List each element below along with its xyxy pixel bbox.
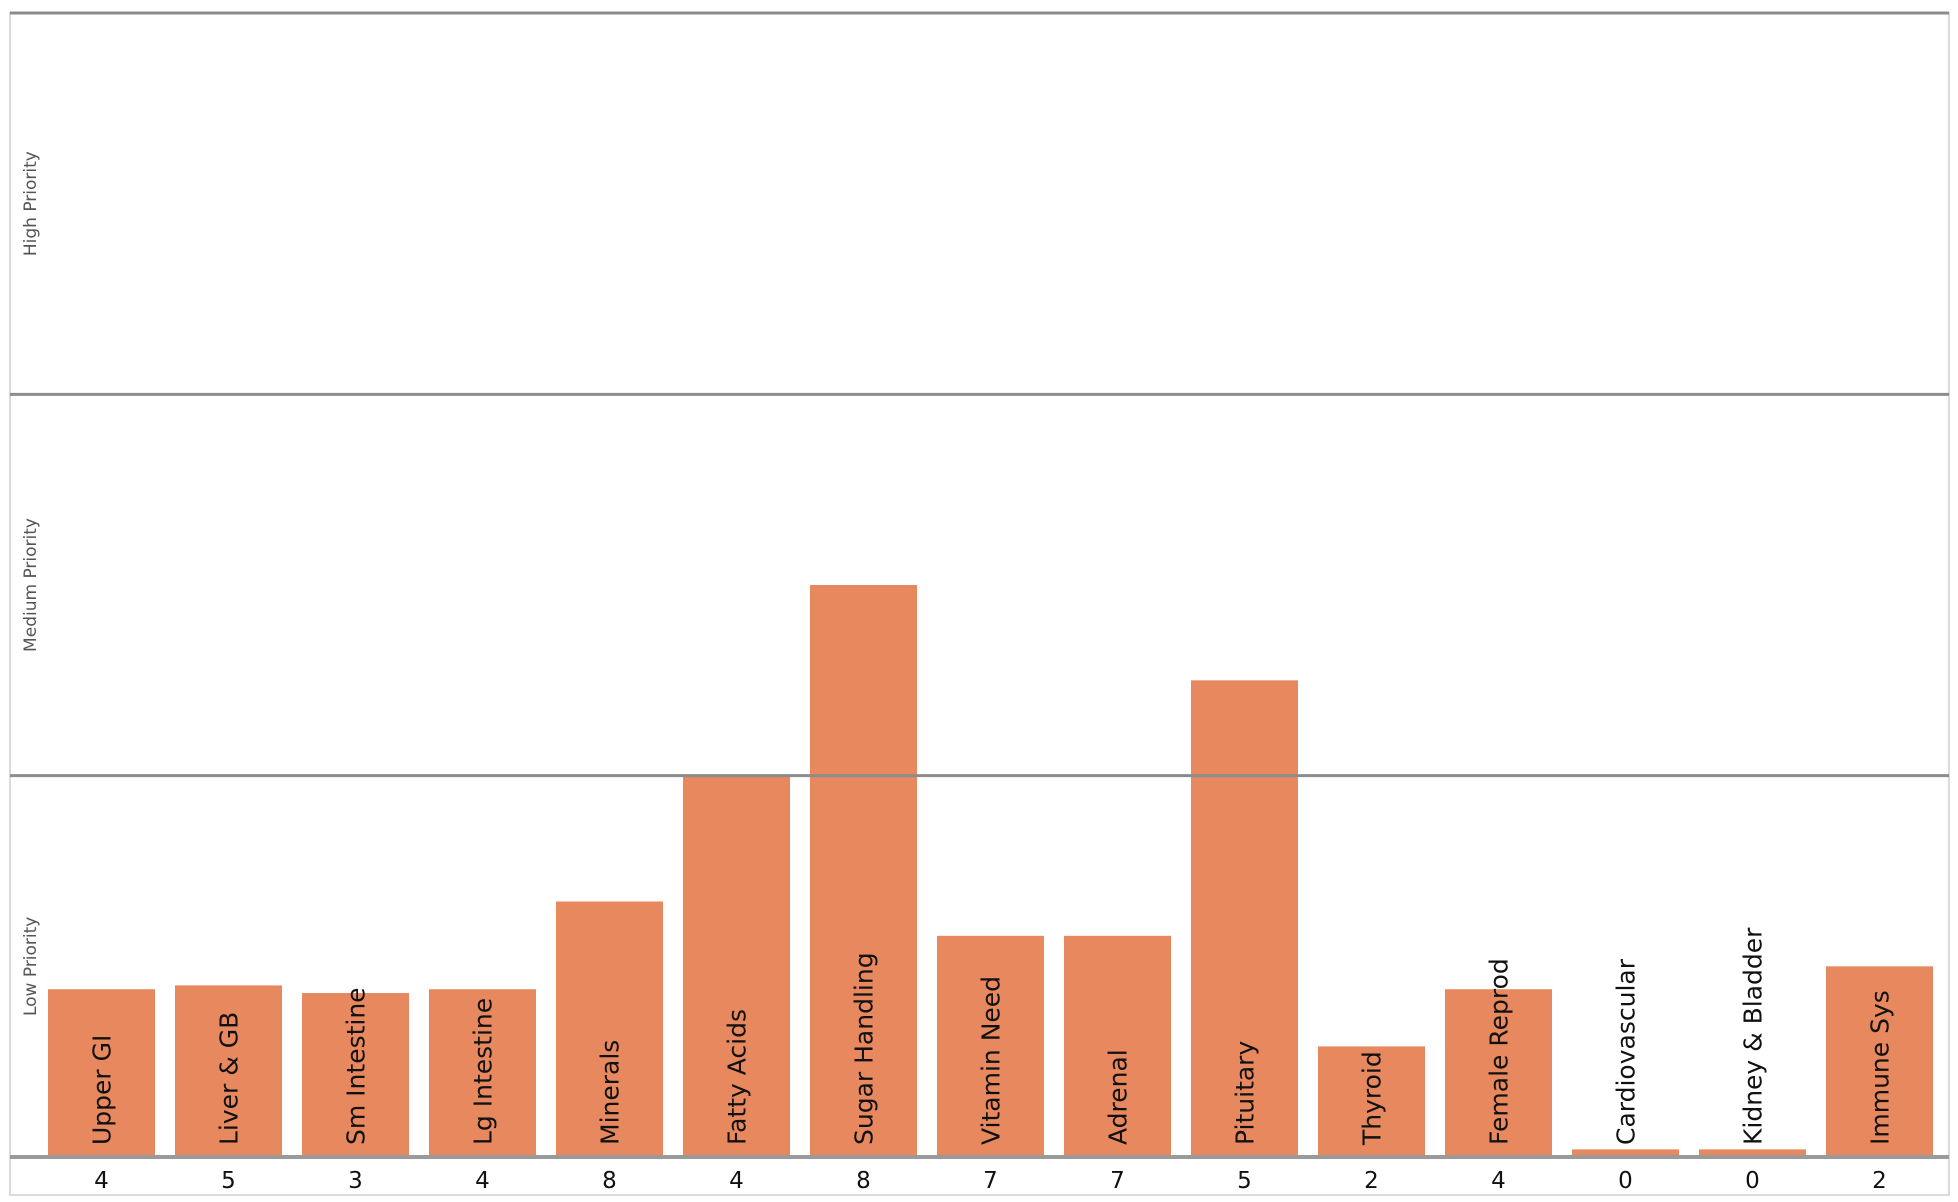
bar — [1318, 1046, 1425, 1157]
count-label: 8 — [856, 1168, 871, 1194]
category-label: Minerals — [596, 1040, 625, 1145]
category-label: Sm Intestine — [342, 987, 371, 1145]
bar — [1191, 680, 1298, 1157]
count-label: 2 — [1364, 1168, 1379, 1194]
bar — [175, 985, 282, 1157]
category-label: Cardiovascular — [1612, 958, 1641, 1145]
category-label: Immune Sys — [1866, 990, 1895, 1145]
category-label: Pituitary — [1231, 1041, 1260, 1145]
bar — [1064, 935, 1171, 1157]
count-label: 4 — [1491, 1168, 1506, 1194]
category-label: Vitamin Need — [977, 976, 1006, 1145]
count-label: 3 — [348, 1168, 363, 1194]
count-label: 0 — [1618, 1168, 1633, 1194]
count-label: 7 — [1110, 1168, 1125, 1194]
band-label: Medium Priority — [21, 518, 41, 652]
bar — [1826, 966, 1933, 1157]
bar — [1445, 989, 1552, 1157]
bar — [683, 775, 790, 1157]
bar — [810, 585, 917, 1157]
category-label: Adrenal — [1104, 1049, 1133, 1145]
category-label: Lg Intestine — [469, 998, 498, 1145]
band-label: High Priority — [21, 151, 41, 256]
category-label: Upper GI — [88, 1035, 117, 1145]
bar — [302, 993, 409, 1157]
category-label: Female Reprod — [1485, 958, 1514, 1145]
bar — [937, 935, 1044, 1157]
count-label: 5 — [221, 1168, 236, 1194]
count-label: 2 — [1872, 1168, 1887, 1194]
count-label: 8 — [602, 1168, 617, 1194]
count-label: 0 — [1745, 1168, 1760, 1194]
bar — [1572, 1149, 1679, 1157]
category-label: Kidney & Bladder — [1739, 927, 1768, 1145]
count-label: 7 — [983, 1168, 998, 1194]
bar — [556, 901, 663, 1157]
bar — [429, 989, 536, 1157]
category-label: Fatty Acids — [723, 1009, 752, 1145]
category-label: Thyroid — [1358, 1051, 1387, 1146]
band-label: Low Priority — [21, 917, 41, 1016]
count-label: 4 — [475, 1168, 490, 1194]
category-label: Liver & GB — [215, 1012, 244, 1145]
count-label: 4 — [729, 1168, 744, 1194]
bar — [48, 989, 155, 1157]
bar — [1699, 1149, 1806, 1157]
category-label: Sugar Handling — [850, 952, 879, 1145]
count-label: 5 — [1237, 1168, 1252, 1194]
count-label: 4 — [94, 1168, 109, 1194]
